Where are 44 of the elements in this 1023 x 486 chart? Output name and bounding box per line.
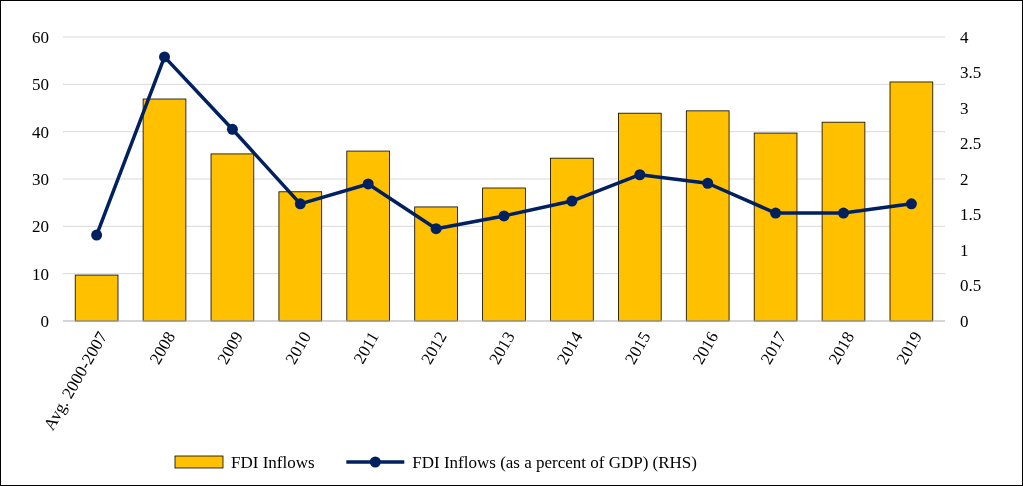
y-tick-label: 50	[32, 75, 49, 95]
point	[498, 210, 510, 222]
bar	[685, 110, 730, 322]
bar	[414, 206, 458, 322]
point	[294, 198, 306, 210]
y2-tick-label: 4	[960, 27, 969, 47]
bar	[278, 191, 323, 322]
bar	[74, 274, 119, 322]
point	[770, 207, 782, 219]
point	[430, 223, 442, 235]
bar	[821, 121, 866, 322]
bar	[346, 150, 390, 322]
y2-tick-label: 2	[960, 169, 969, 189]
bar	[142, 98, 187, 322]
point	[566, 195, 578, 207]
bar	[753, 132, 798, 322]
y-tick-label: 0	[40, 311, 49, 331]
legend-label: FDI Inflows (as a percent of GDP) (RHS)	[412, 452, 697, 472]
y-tick-label: 40	[32, 122, 49, 142]
point	[159, 51, 171, 63]
y2-tick-label: 3.5	[960, 63, 982, 83]
y2-tick-label: 1.5	[960, 205, 982, 225]
point	[905, 198, 917, 210]
point	[226, 123, 238, 135]
legend-label: FDI Inflows	[231, 452, 315, 472]
bar	[210, 153, 255, 322]
y-tick-label: 10	[32, 264, 49, 284]
point	[837, 207, 849, 219]
y-tick-label: 30	[32, 169, 49, 189]
bar	[889, 81, 934, 322]
bar	[550, 157, 594, 322]
y2-tick-label: 1	[960, 240, 969, 260]
point	[634, 169, 646, 181]
y2-tick-label: 2.5	[960, 134, 982, 154]
point	[362, 178, 374, 190]
point	[702, 177, 714, 189]
point	[91, 229, 103, 241]
bar	[618, 112, 662, 322]
y-tick-label: 60	[32, 27, 49, 47]
y-tick-label: 20	[32, 217, 49, 237]
y2-tick-label: 3	[960, 98, 969, 118]
y2-tick-label: 0.5	[960, 276, 982, 296]
y2-tick-label: 0	[960, 311, 969, 331]
bar	[482, 187, 526, 322]
